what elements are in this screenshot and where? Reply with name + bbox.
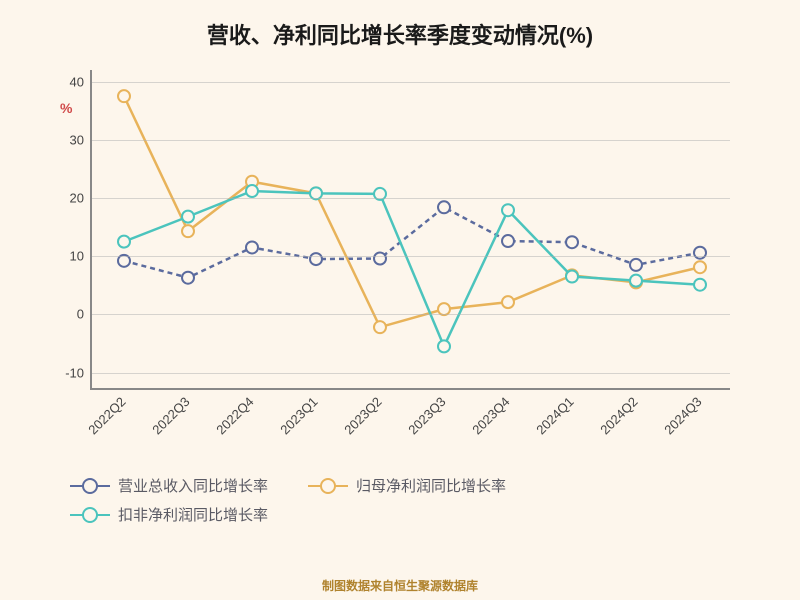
legend-item: 营业总收入同比增长率: [70, 475, 268, 496]
y-unit-label: %: [60, 100, 72, 116]
series-marker: [630, 275, 642, 287]
legend-item: 扣非净利润同比增长率: [70, 504, 268, 525]
x-tick-label: 2022Q4: [213, 394, 256, 437]
series-marker: [118, 236, 130, 248]
x-tick-label: 2022Q2: [85, 394, 128, 437]
series-marker: [246, 241, 258, 253]
y-tick-label: -10: [65, 365, 84, 380]
x-tick-label: 2023Q4: [469, 394, 512, 437]
y-tick-label: 30: [70, 132, 84, 147]
series-marker: [438, 340, 450, 352]
legend-label: 扣非净利润同比增长率: [118, 504, 268, 525]
y-tick-label: 20: [70, 191, 84, 206]
gridline: [92, 373, 730, 374]
series-marker: [566, 236, 578, 248]
legend-swatch: [70, 514, 110, 516]
series-marker: [374, 321, 386, 333]
series-marker: [246, 185, 258, 197]
legend-label: 归母净利润同比增长率: [356, 475, 506, 496]
x-tick-label: 2023Q1: [277, 394, 320, 437]
series-marker: [182, 272, 194, 284]
series-marker: [694, 261, 706, 273]
chart-legend: 营业总收入同比增长率 归母净利润同比增长率扣非净利润同比增长率: [70, 475, 730, 533]
gridline: [92, 314, 730, 315]
series-marker: [438, 303, 450, 315]
legend-item: 归母净利润同比增长率: [308, 475, 506, 496]
gridline: [92, 256, 730, 257]
series-marker: [182, 225, 194, 237]
series-marker: [182, 211, 194, 223]
x-tick-label: 2024Q3: [661, 394, 704, 437]
series-marker: [694, 279, 706, 291]
chart-footer: 制图数据来自恒生聚源数据库: [0, 577, 800, 594]
chart-title: 营收、净利同比增长率季度变动情况(%): [0, 18, 800, 50]
series-line: [124, 96, 700, 327]
series-marker: [502, 296, 514, 308]
x-tick-label: 2023Q3: [405, 394, 448, 437]
chart-plot-area: -100102030402022Q22022Q32022Q42023Q12023…: [90, 70, 730, 390]
series-marker: [502, 204, 514, 216]
x-tick-label: 2024Q1: [533, 394, 576, 437]
gridline: [92, 82, 730, 83]
series-marker: [118, 90, 130, 102]
legend-swatch: [308, 485, 348, 487]
series-marker: [374, 253, 386, 265]
series-marker: [630, 259, 642, 271]
chart-lines: [92, 70, 732, 390]
y-tick-label: 10: [70, 249, 84, 264]
y-tick-label: 40: [70, 74, 84, 89]
x-tick-label: 2022Q3: [149, 394, 192, 437]
x-tick-label: 2023Q2: [341, 394, 384, 437]
series-marker: [310, 253, 322, 265]
series-marker: [566, 271, 578, 283]
legend-swatch: [70, 485, 110, 487]
gridline: [92, 140, 730, 141]
legend-label: 营业总收入同比增长率: [118, 475, 268, 496]
gridline: [92, 198, 730, 199]
series-marker: [438, 201, 450, 213]
x-tick-label: 2024Q2: [597, 394, 640, 437]
series-marker: [502, 235, 514, 247]
y-tick-label: 0: [77, 307, 84, 322]
